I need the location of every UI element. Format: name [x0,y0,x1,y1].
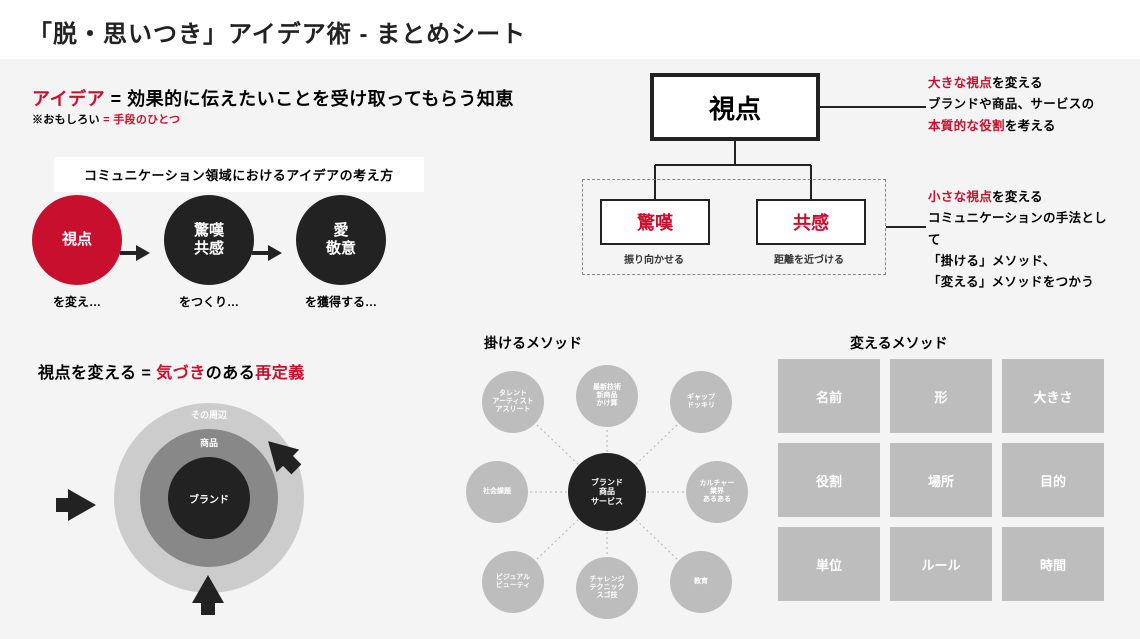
bubble-3: ギャップドッキリ [670,371,732,433]
method-header-2: 変えるメソッド [850,333,948,353]
page-title: 「脱・思いつき」アイデア術 - まとめシート [0,0,1140,59]
redef-d: 再定義 [255,365,305,382]
annotation-2: 小さな視点を変える コミュニケーションの手法として 「掛ける」メソッド、 「変え… [928,187,1108,293]
redef-b: 気づき [156,365,206,382]
ann1-l1a: 大きな視点 [928,76,992,90]
bubble-5: カルチャー業界あるある [686,461,748,523]
grid-cell: 時間 [1002,527,1104,601]
flow-diagram: 視点 を変え… 驚嘆共感 をつくり… 愛敬意 を獲得する… [32,195,452,345]
redef-c: のある [206,365,256,382]
flow-cap-1: を変え… [53,293,101,310]
tree-sub1-label: 驚嘆 [637,209,673,235]
definition-line-1: アイデア = 効果的に伝えたいことを受け取ってもらう知恵 [32,85,514,111]
ann2-l4: 「変える」メソッドをつかう [928,275,1094,289]
def2-b: = 手段のひとつ [100,114,180,126]
ann1-l1b: を変える [992,76,1043,90]
definition-line-2: ※おもしろい = 手段のひとつ [32,111,180,127]
grid-cell: 大きさ [1002,359,1104,433]
def1-d: 知恵 [477,89,514,109]
ann1-l2: ブランドや商品、サービスの [928,97,1094,111]
flow-circle-1: 視点 [32,195,122,285]
tree-sub2-label: 共感 [793,209,829,235]
grid-cell: 場所 [890,443,992,517]
grid-method: 名前 形 大きさ 役割 場所 目的 単位 ルール 時間 [778,359,1104,601]
flow-c2b-label: 共感 [194,240,224,258]
bubble-6: ビジュアルビューティ [482,551,544,613]
tree-top-label: 視点 [709,89,761,126]
bubble-center: ブランド商品サービス [568,453,646,531]
bubble-8: 教育 [670,551,732,613]
tree-sub-2: 共感 [756,199,866,245]
grid-cell: 単位 [778,527,880,601]
tree-sub2-caption: 距離を近づける [774,251,844,266]
bubble-1: タレントアーティストアスリート [482,371,544,433]
bubble-method: ブランド商品サービス タレントアーティストアスリート 最新技術新商品かけ算 ギャ… [452,357,762,627]
concentric-diagram: その周辺 商品 ブランド [74,393,324,603]
arrow-icon [136,245,150,261]
communication-label: コミュニケーション領域におけるアイデアの考え方 [54,157,424,192]
flow-cap-3: を獲得する… [305,293,377,310]
def1-a: アイデア [32,89,105,109]
def1-c: 伝えたいことを受け取ってもらう [201,89,477,109]
arrow-left-icon [68,489,96,521]
bubble-4: 社会課題 [466,461,528,523]
ann2-l1a: 小さな視点 [928,190,992,204]
bubble-7: チャレンジテクニックスゴ技 [576,557,638,619]
def1-b: = 効果的に [105,89,201,109]
ann2-l2b: 手法 [1056,211,1082,225]
arrow-icon [268,245,282,261]
tree-sub1-caption: 振り向かせる [624,251,684,266]
ann1-l3b: を考える [1005,119,1056,133]
tree-diagram: 視点 驚嘆 共感 振り向かせる 距離を近づける 大きな視点を変える ブランドや商… [580,69,1100,279]
flow-circle-3: 愛敬意 [296,195,386,285]
grid-cell: 形 [890,359,992,433]
redefinition-line: 視点を変える = 気づきのある再定義 [38,359,305,383]
canvas: アイデア = 効果的に伝えたいことを受け取ってもらう知恵 ※おもしろい = 手段… [0,59,1140,639]
grid-cell: ルール [890,527,992,601]
arrow-bottom-icon [192,575,224,603]
grid-cell: 名前 [778,359,880,433]
ring-inner: ブランド [168,457,250,539]
flow-c1-label: 視点 [62,231,92,249]
ann2-l2a: コミュニケーションの [928,211,1056,225]
flow-cap-2: をつくり… [179,293,239,310]
annotation-1: 大きな視点を変える ブランドや商品、サービスの 本質的な役割を考える [928,73,1108,137]
flow-circle-2: 驚嘆共感 [164,195,254,285]
redef-a: 視点を変える = [38,365,156,382]
grid-cell: 目的 [1002,443,1104,517]
tree-top-box: 視点 [650,73,820,141]
method-header-1: 掛けるメソッド [484,333,582,353]
ann2-l1b: を変える [992,190,1043,204]
grid-cell: 役割 [778,443,880,517]
flow-c2a-label: 驚嘆 [194,222,224,240]
bubble-2: 最新技術新商品かけ算 [576,365,638,427]
ann2-l3: 「掛ける」メソッド、 [928,254,1056,268]
def2-a: ※おもしろい [32,114,100,126]
ring-inner-label: ブランド [189,491,229,506]
flow-c3a-label: 愛 [333,222,348,240]
flow-c3b-label: 敬意 [326,240,356,258]
ann1-l3a: 本質的な役割 [928,119,1005,133]
tree-sub-1: 驚嘆 [600,199,710,245]
